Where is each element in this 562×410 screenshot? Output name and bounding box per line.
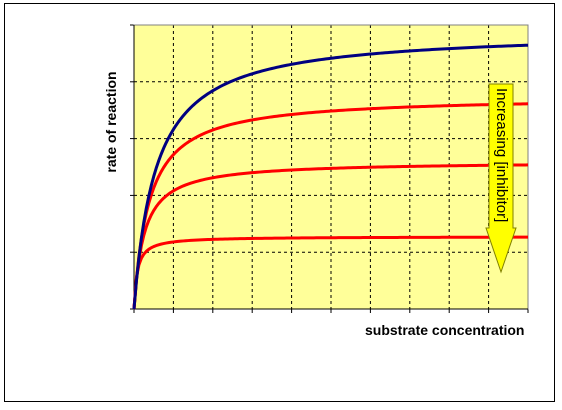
series-line [132,235,529,310]
chart-frame: Increasing [inhibitor] rate of reaction … [4,3,555,402]
x-axis-label: substrate concentration [365,322,525,338]
inhibitor-arrow-icon [485,83,517,274]
series-line [132,43,529,310]
chart: Increasing [inhibitor] [130,24,529,313]
annotation-text: Increasing [inhibitor] [493,88,510,222]
series-line [132,163,529,310]
y-axis-label: rate of reaction [103,71,119,173]
series-line [132,102,529,310]
